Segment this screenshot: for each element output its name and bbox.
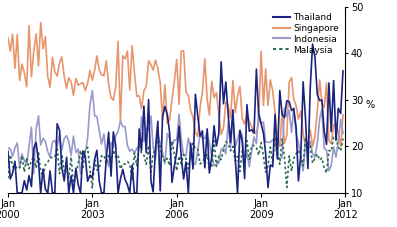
Line: Indonesia: Indonesia (8, 91, 343, 174)
Line: Malaysia: Malaysia (8, 137, 343, 188)
Y-axis label: %: % (366, 100, 375, 110)
Line: Thailand: Thailand (8, 44, 343, 193)
Legend: Thailand, Singapore, Indonesia, Malaysia: Thailand, Singapore, Indonesia, Malaysia (272, 11, 341, 56)
Line: Singapore: Singapore (8, 22, 343, 146)
